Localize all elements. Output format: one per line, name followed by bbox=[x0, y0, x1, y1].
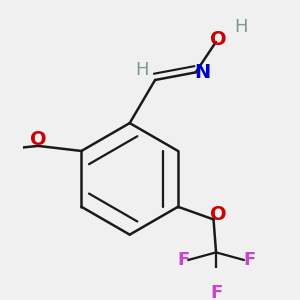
Text: H: H bbox=[136, 61, 149, 79]
Text: F: F bbox=[210, 284, 222, 300]
Text: O: O bbox=[210, 205, 227, 224]
Text: H: H bbox=[235, 18, 248, 36]
Text: O: O bbox=[210, 30, 227, 49]
Text: F: F bbox=[243, 251, 255, 269]
Text: O: O bbox=[30, 130, 46, 149]
Text: N: N bbox=[194, 63, 210, 82]
Text: F: F bbox=[177, 251, 189, 269]
